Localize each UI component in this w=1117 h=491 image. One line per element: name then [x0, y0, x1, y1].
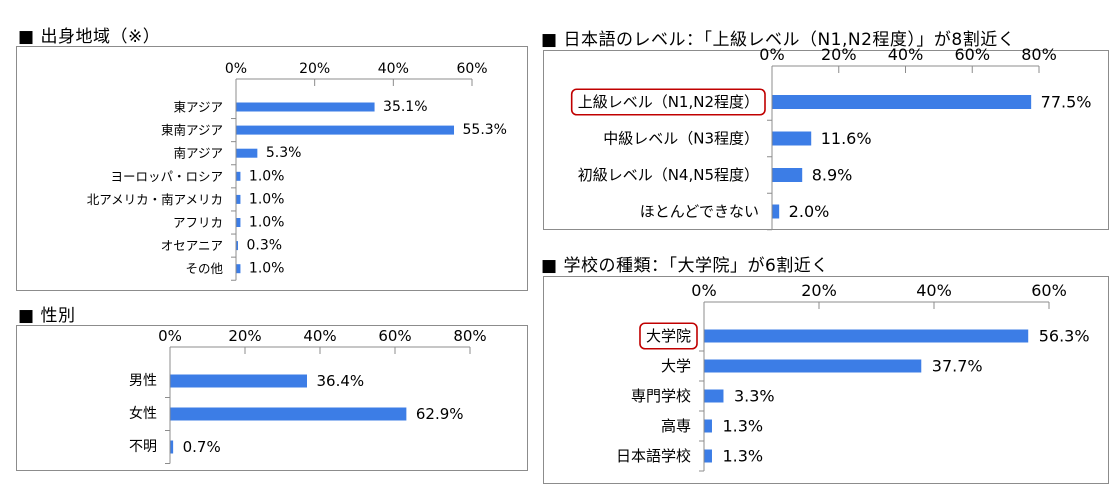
school-category-label: 大学: [661, 357, 691, 375]
school-value-label: 1.3%: [722, 417, 763, 436]
origin-panel-title: ■ 出身地域（※）: [18, 27, 161, 47]
japanese-panel-title: ■ 日本語のレベル：「上級レベル（N1,N2程度）」が8割近く: [541, 30, 1016, 50]
japanese-value-label: 8.9%: [812, 166, 853, 185]
school-category-label: 日本語学校: [616, 447, 691, 465]
japanese-highlight-box: [570, 88, 766, 116]
origin-value-label: 0.3%: [247, 238, 283, 254]
japanese-tick-label: 60%: [954, 45, 990, 64]
japanese-tick-label: 80%: [1021, 45, 1057, 64]
gender-value-label: 62.9%: [416, 405, 464, 423]
origin-tick-label: 0%: [225, 61, 247, 77]
gender-tick-label: 0%: [158, 327, 182, 345]
origin-bar: [236, 241, 238, 251]
origin-value-label: 1.0%: [249, 261, 285, 277]
japanese-category-label: 中級レベル（N3程度）: [603, 130, 759, 148]
gender-category-label: 女性: [129, 405, 157, 422]
japanese-tick-label: 40%: [888, 45, 924, 64]
gender-value-label: 36.4%: [317, 372, 365, 390]
origin-category-label: その他: [185, 261, 223, 276]
japanese-bar: [772, 95, 1032, 109]
school-bar: [704, 329, 1029, 343]
school-panel-title: ■ 学校の種類：「大学院」が6割近く: [541, 256, 829, 276]
school-tick-label: 20%: [801, 281, 837, 300]
gender-bar: [170, 407, 407, 421]
school-chart-frame: [543, 276, 1109, 484]
origin-bar: [236, 125, 455, 135]
school-bar: [704, 389, 724, 403]
school-value-label: 56.3%: [1039, 327, 1090, 346]
origin-tick-label: 40%: [378, 61, 409, 77]
school-highlight-box: [639, 322, 698, 350]
japanese-tick-label: 0%: [759, 45, 784, 64]
origin-category-label: オセアニア: [161, 238, 223, 253]
origin-value-label: 35.1%: [383, 99, 427, 115]
gender-panel-title: ■ 性別: [18, 306, 76, 326]
japanese-category-label: 初級レベル（N4,N5程度）: [578, 166, 759, 184]
japanese-chart-frame: [543, 50, 1109, 230]
school-tick-label: 60%: [1031, 281, 1067, 300]
origin-value-label: 1.0%: [249, 215, 285, 231]
school-value-label: 3.3%: [734, 387, 775, 406]
gender-tick-label: 20%: [228, 327, 261, 345]
gender-category-label: 不明: [129, 439, 157, 455]
origin-category-label: 南アジア: [173, 146, 223, 161]
origin-tick-label: 20%: [299, 61, 330, 77]
gender-bar: [170, 374, 307, 388]
origin-value-label: 1.0%: [249, 191, 285, 207]
gender-tick-label: 40%: [303, 327, 336, 345]
japanese-value-label: 2.0%: [789, 202, 830, 221]
school-value-label: 37.7%: [932, 357, 983, 376]
japanese-bar: [772, 204, 780, 219]
origin-value-label: 1.0%: [249, 168, 285, 184]
origin-bar: [236, 194, 241, 204]
gender-category-label: 男性: [129, 373, 157, 389]
origin-bar: [236, 264, 241, 274]
japanese-category-label: ほとんどできない: [640, 203, 759, 221]
japanese-bar: [772, 131, 812, 146]
school-category-label: 専門学校: [631, 387, 691, 405]
origin-bar: [236, 218, 241, 227]
school-category-label: 大学院: [646, 327, 691, 345]
origin-bar: [236, 102, 375, 112]
school-category-label: 高専: [661, 417, 691, 435]
origin-value-label: 55.3%: [463, 122, 507, 138]
origin-category-label: ヨーロッパ・ロシア: [110, 169, 223, 184]
gender-chart-frame: [16, 325, 528, 471]
school-bar: [704, 449, 712, 463]
origin-category-label: 東アジア: [173, 100, 223, 115]
school-tick-label: 40%: [916, 281, 952, 300]
origin-bar: [236, 148, 258, 158]
origin-bar: [236, 171, 241, 181]
origin-value-label: 5.3%: [266, 145, 302, 161]
japanese-category-label: 上級レベル（N1,N2程度）: [578, 93, 759, 111]
school-bar: [704, 359, 922, 373]
japanese-bar: [772, 168, 803, 182]
school-bar: [704, 419, 712, 433]
origin-chart-frame: [16, 46, 528, 291]
school-value-label: 1.3%: [722, 447, 763, 466]
gender-value-label: 0.7%: [183, 438, 221, 456]
origin-category-label: 北アメリカ・南アメリカ: [87, 192, 223, 207]
japanese-value-label: 11.6%: [821, 129, 872, 148]
gender-bar: [170, 440, 174, 454]
gender-tick-label: 60%: [378, 327, 411, 345]
japanese-value-label: 77.5%: [1041, 93, 1092, 112]
origin-category-label: 東南アジア: [161, 123, 223, 138]
japanese-tick-label: 20%: [821, 45, 857, 64]
gender-tick-label: 80%: [453, 327, 486, 345]
school-tick-label: 0%: [691, 281, 716, 300]
origin-category-label: アフリカ: [173, 215, 223, 230]
origin-tick-label: 60%: [456, 61, 487, 77]
